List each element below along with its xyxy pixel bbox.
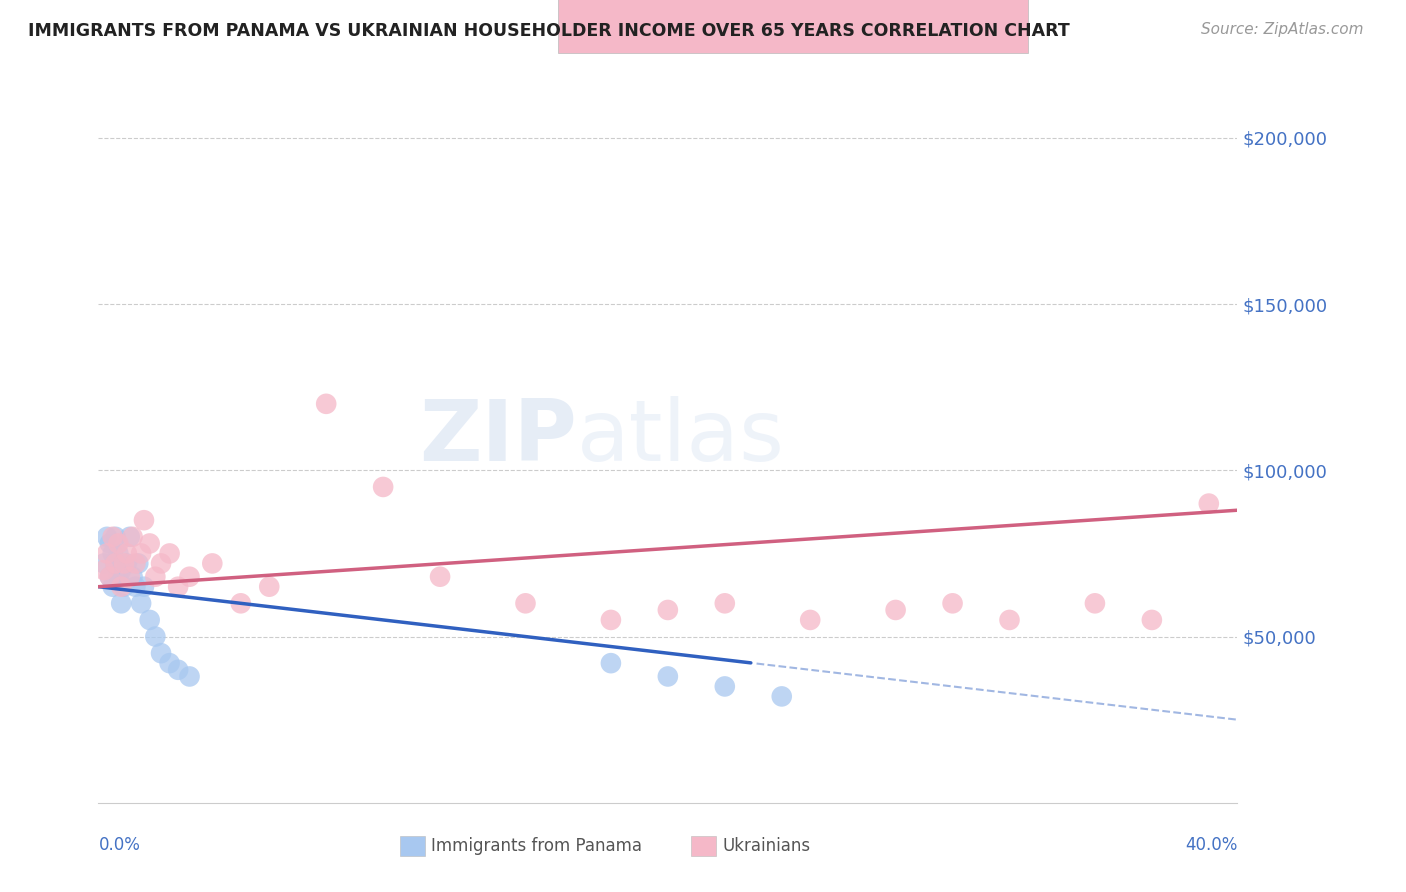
Point bbox=[101, 546, 124, 560]
Point bbox=[145, 630, 167, 644]
Point bbox=[98, 570, 121, 584]
Text: 40.0%: 40.0% bbox=[1185, 836, 1237, 854]
Point bbox=[657, 603, 679, 617]
Point bbox=[107, 546, 129, 560]
Point bbox=[112, 557, 135, 571]
Point bbox=[373, 480, 395, 494]
Point bbox=[600, 613, 623, 627]
Point bbox=[118, 530, 141, 544]
Point bbox=[96, 530, 118, 544]
Point bbox=[98, 536, 121, 550]
Point bbox=[657, 669, 679, 683]
Text: Immigrants from Panama: Immigrants from Panama bbox=[432, 837, 643, 855]
Point bbox=[132, 580, 155, 594]
Point bbox=[110, 563, 132, 577]
Point bbox=[150, 557, 173, 571]
Text: Source: ZipAtlas.com: Source: ZipAtlas.com bbox=[1201, 22, 1364, 37]
Text: 0.0%: 0.0% bbox=[98, 836, 141, 854]
Text: atlas: atlas bbox=[576, 395, 785, 479]
Point bbox=[118, 570, 141, 584]
Point bbox=[104, 557, 127, 571]
Point bbox=[107, 570, 129, 584]
Point bbox=[93, 557, 115, 571]
Point bbox=[132, 513, 155, 527]
Point bbox=[998, 613, 1021, 627]
Point bbox=[201, 557, 224, 571]
Point bbox=[600, 656, 623, 670]
Point bbox=[124, 557, 146, 571]
Point bbox=[93, 563, 115, 577]
Point bbox=[115, 557, 138, 571]
Point bbox=[1198, 497, 1220, 511]
Point bbox=[96, 546, 118, 560]
Point bbox=[127, 557, 149, 571]
Point bbox=[138, 613, 160, 627]
Point bbox=[138, 536, 160, 550]
Point bbox=[1084, 596, 1107, 610]
Point bbox=[104, 530, 127, 544]
FancyBboxPatch shape bbox=[401, 836, 425, 856]
Point bbox=[112, 580, 135, 594]
Point bbox=[121, 570, 143, 584]
Point bbox=[259, 580, 281, 594]
Point bbox=[942, 596, 965, 610]
Point bbox=[229, 596, 252, 610]
Point bbox=[101, 580, 124, 594]
Point bbox=[110, 596, 132, 610]
Point bbox=[799, 613, 821, 627]
Point bbox=[159, 656, 181, 670]
Point bbox=[167, 663, 190, 677]
Point bbox=[150, 646, 173, 660]
Point bbox=[98, 570, 121, 584]
Point bbox=[770, 690, 793, 704]
Point bbox=[104, 557, 127, 571]
Text: ZIP: ZIP bbox=[419, 395, 576, 479]
Point bbox=[515, 596, 537, 610]
Point bbox=[124, 580, 146, 594]
Point bbox=[179, 570, 201, 584]
Text: IMMIGRANTS FROM PANAMA VS UKRAINIAN HOUSEHOLDER INCOME OVER 65 YEARS CORRELATION: IMMIGRANTS FROM PANAMA VS UKRAINIAN HOUS… bbox=[28, 22, 1070, 40]
Point bbox=[121, 530, 143, 544]
Text: Ukrainians: Ukrainians bbox=[723, 837, 811, 855]
Point bbox=[714, 596, 737, 610]
Point bbox=[179, 669, 201, 683]
Point bbox=[315, 397, 337, 411]
Point bbox=[101, 530, 124, 544]
Point bbox=[167, 580, 190, 594]
Point bbox=[429, 570, 451, 584]
Point bbox=[714, 680, 737, 694]
Point bbox=[115, 546, 138, 560]
FancyBboxPatch shape bbox=[690, 836, 716, 856]
Point bbox=[129, 596, 152, 610]
Point bbox=[145, 570, 167, 584]
Point bbox=[884, 603, 907, 617]
Point bbox=[110, 580, 132, 594]
Point bbox=[129, 546, 152, 560]
Point bbox=[1140, 613, 1163, 627]
Point bbox=[159, 546, 181, 560]
Point bbox=[107, 536, 129, 550]
